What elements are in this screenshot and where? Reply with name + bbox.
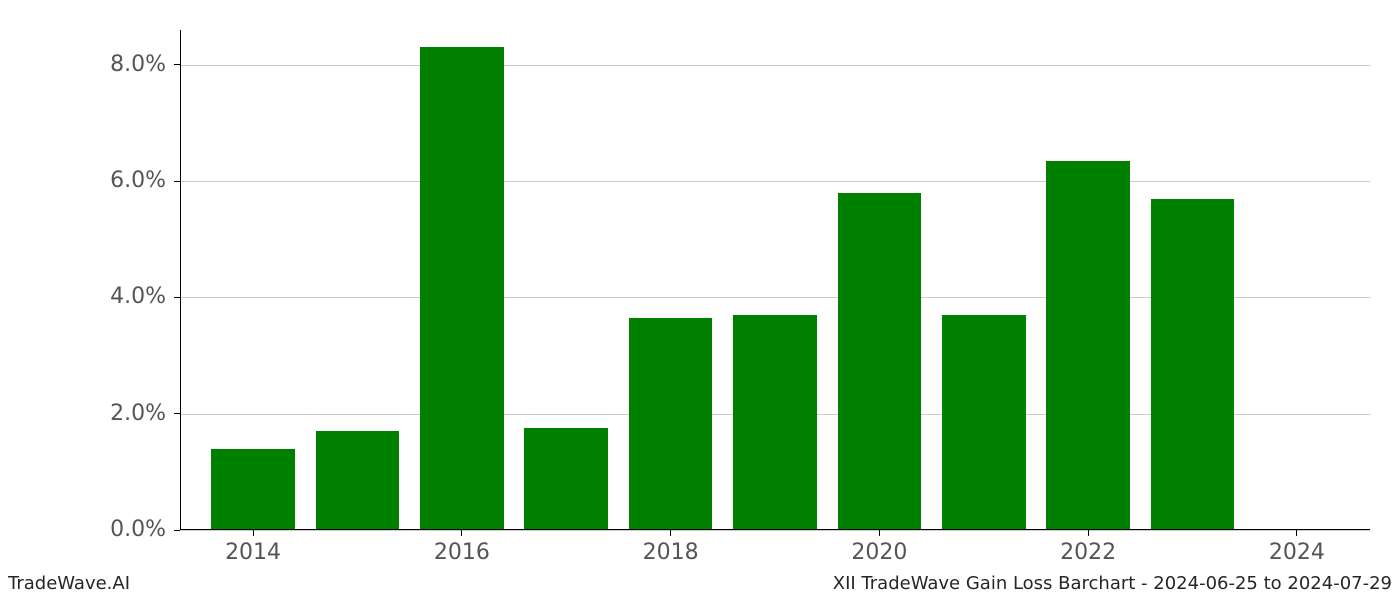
y-gridline [180, 181, 1370, 182]
y-tick-label: 4.0% [110, 284, 166, 309]
x-tick-label: 2024 [1269, 540, 1325, 565]
x-tick-label: 2022 [1060, 540, 1116, 565]
x-tick-label: 2018 [643, 540, 699, 565]
y-tick-label: 8.0% [110, 52, 166, 77]
footer-right-text: XII TradeWave Gain Loss Barchart - 2024-… [833, 573, 1392, 594]
x-tick-label: 2020 [851, 540, 907, 565]
y-tick-label: 0.0% [110, 517, 166, 542]
bar [1046, 161, 1130, 530]
bar [1151, 199, 1235, 530]
bar [211, 449, 295, 530]
x-tick-label: 2014 [225, 540, 281, 565]
x-tick-mark [670, 530, 671, 536]
y-tick-label: 6.0% [110, 168, 166, 193]
x-tick-mark [879, 530, 880, 536]
x-tick-mark [1296, 530, 1297, 536]
bar [838, 193, 922, 530]
bar [629, 318, 713, 530]
x-tick-mark [253, 530, 254, 536]
y-gridline [180, 65, 1370, 66]
y-gridline [180, 530, 1370, 531]
bar [733, 315, 817, 530]
plot-area: 0.0%2.0%4.0%6.0%8.0%20142016201820202022… [180, 30, 1370, 530]
bar [524, 428, 608, 530]
footer-left-text: TradeWave.AI [8, 573, 130, 594]
y-tick-label: 2.0% [110, 401, 166, 426]
y-axis-spine [180, 30, 181, 530]
x-tick-label: 2016 [434, 540, 490, 565]
x-tick-mark [1088, 530, 1089, 536]
x-tick-mark [461, 530, 462, 536]
x-axis-spine [180, 529, 1370, 530]
bar [942, 315, 1026, 530]
bar [316, 431, 400, 530]
bar [420, 47, 504, 530]
chart-container: 0.0% 2.0% 4.0% 6.0% 8.0% 2014 2016 2018 2020 2022… [0, 0, 1400, 600]
